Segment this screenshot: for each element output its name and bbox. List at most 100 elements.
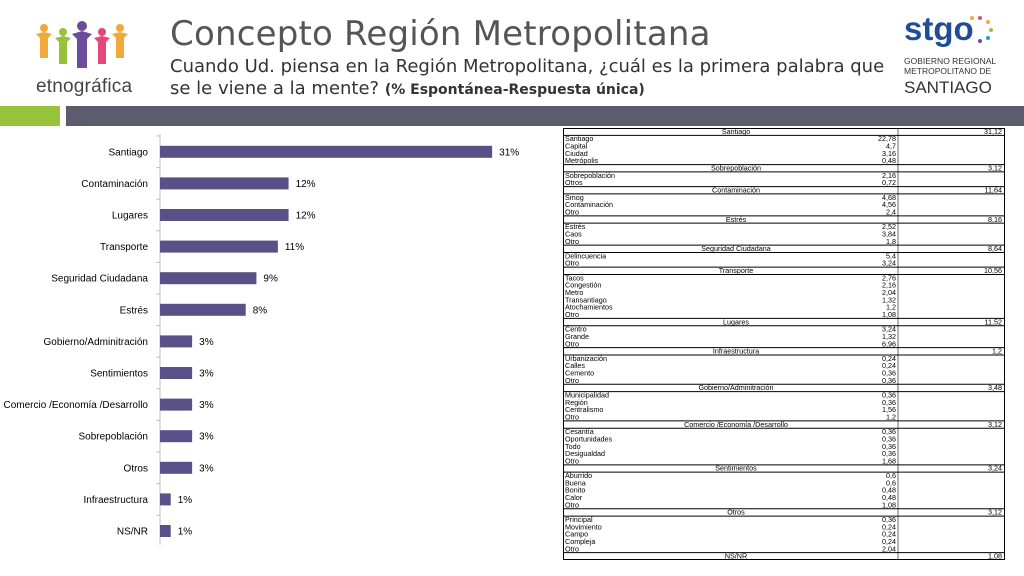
data-label: 3% bbox=[199, 463, 214, 474]
row-label: Otro bbox=[565, 310, 579, 319]
category-label: Contaminación bbox=[81, 179, 148, 190]
row-label: Campo bbox=[565, 530, 588, 539]
data-label: 3% bbox=[199, 369, 214, 380]
row-label: Metro bbox=[565, 288, 583, 297]
row-value: 0,36 bbox=[882, 391, 896, 400]
row-value: 4,7 bbox=[886, 142, 896, 151]
bar bbox=[160, 430, 193, 443]
accent-bar-gray bbox=[66, 106, 1024, 126]
detail-table: Santiago 31,12 Santiago 22,78 Capital 4,7 Ciud… bbox=[563, 128, 1005, 560]
row-label: Transantiago bbox=[565, 295, 607, 304]
bar bbox=[160, 525, 171, 537]
row-value: 22,78 bbox=[878, 134, 896, 143]
data-label: 3% bbox=[199, 432, 214, 443]
table-border bbox=[563, 128, 1005, 560]
people-figures-icon bbox=[36, 21, 128, 68]
row-label: Todo bbox=[565, 442, 581, 451]
row-value: 2,16 bbox=[882, 171, 896, 180]
row-value: 6,96 bbox=[882, 339, 896, 348]
row-value: 0,36 bbox=[882, 434, 896, 443]
data-label: 1% bbox=[178, 495, 193, 506]
row-value: 1,2 bbox=[886, 303, 896, 312]
row-label: Centralismo bbox=[565, 405, 603, 414]
row-value: 0,36 bbox=[882, 449, 896, 458]
row-value: 0,6 bbox=[886, 471, 896, 480]
bar bbox=[160, 335, 193, 348]
row-label: Capital bbox=[565, 142, 588, 151]
row-label: Desigualdad bbox=[565, 449, 605, 458]
row-label: Otro bbox=[565, 412, 579, 421]
bar bbox=[160, 461, 193, 474]
group-name: Infraestructura bbox=[713, 347, 759, 356]
category-label: Sentimientos bbox=[90, 369, 148, 380]
row-label: Sobrepoblación bbox=[565, 171, 615, 180]
data-label: 9% bbox=[263, 274, 278, 285]
category-label: Seguridad Ciudadana bbox=[51, 274, 148, 285]
row-label: Oportunidades bbox=[565, 434, 613, 443]
group-total: 11,52 bbox=[985, 317, 1002, 326]
row-label: Metrópolis bbox=[565, 156, 599, 165]
row-label: Delincuencia bbox=[565, 251, 606, 260]
group-total: 31,12 bbox=[984, 128, 1002, 136]
row-value: 0,24 bbox=[882, 361, 896, 370]
row-label: Cesantía bbox=[565, 427, 594, 436]
row-value: 0,24 bbox=[882, 530, 896, 539]
row-value: 1,08 bbox=[882, 310, 896, 319]
row-label: Calles bbox=[565, 361, 585, 370]
group-name: Seguridad Ciudadana bbox=[701, 244, 771, 253]
group-total: 11,64 bbox=[985, 185, 1002, 194]
group-name: Lugares bbox=[723, 317, 749, 326]
row-label: Compleja bbox=[565, 537, 595, 546]
row-label: Bonito bbox=[565, 486, 585, 495]
row-value: 2,16 bbox=[882, 281, 896, 290]
row-value: 0,36 bbox=[882, 427, 896, 436]
row-label: Movimiento bbox=[565, 522, 602, 531]
row-label: Ciudad bbox=[565, 149, 588, 158]
group-name: Sentimientos bbox=[715, 464, 757, 473]
row-label: Otro bbox=[565, 339, 579, 348]
row-label: Urbanización bbox=[565, 354, 607, 363]
page-title: Concepto Región Metropolitana bbox=[170, 14, 711, 54]
bar bbox=[160, 272, 257, 285]
row-label: Contaminación bbox=[565, 200, 613, 209]
row-label: Congestión bbox=[565, 281, 601, 290]
row-value: 4,56 bbox=[882, 200, 896, 209]
row-value: 0,48 bbox=[882, 156, 896, 165]
row-label: Cemento bbox=[565, 369, 594, 378]
row-value: 0,24 bbox=[882, 354, 896, 363]
row-value: 0,24 bbox=[882, 537, 896, 546]
category-label: Infraestructura bbox=[84, 495, 149, 506]
bar bbox=[160, 209, 289, 221]
group-total: 1,08 bbox=[988, 552, 1002, 560]
row-value: 0,36 bbox=[882, 398, 896, 407]
category-label: Comercio /Economía /Desarrollo bbox=[4, 400, 149, 411]
data-label: 12% bbox=[296, 211, 316, 222]
row-label: Tacos bbox=[565, 273, 584, 282]
row-value: 2,76 bbox=[882, 273, 896, 282]
data-label: 3% bbox=[199, 337, 214, 348]
row-label: Principal bbox=[565, 515, 593, 524]
row-value: 0,36 bbox=[882, 376, 896, 385]
row-value: 0,48 bbox=[882, 493, 896, 502]
group-total: 10,56 bbox=[984, 266, 1002, 275]
data-label: 11% bbox=[285, 242, 304, 253]
row-value: 1,08 bbox=[882, 500, 896, 509]
group-total: 3,24 bbox=[988, 464, 1002, 473]
row-value: 3,24 bbox=[882, 325, 896, 334]
group-total: 3,48 bbox=[988, 383, 1002, 392]
group-name: Gobierno/Adminitración bbox=[698, 383, 773, 392]
row-value: 0,36 bbox=[882, 515, 896, 524]
bar bbox=[160, 303, 246, 316]
row-value: 2,04 bbox=[882, 288, 896, 297]
bar bbox=[160, 145, 493, 158]
row-label: Otro bbox=[565, 376, 579, 385]
data-label: 12% bbox=[296, 179, 316, 190]
row-value: 5,4 bbox=[886, 251, 896, 260]
row-label: Grande bbox=[565, 332, 589, 341]
bar-chart: Santiago 31% Contaminación 12% Lugares 12% Tra… bbox=[4, 134, 519, 545]
stgo-line1: GOBIERNO REGIONAL bbox=[904, 56, 996, 66]
row-label: Centro bbox=[565, 325, 587, 334]
group-total: 8,64 bbox=[988, 244, 1002, 253]
row-value: 0,36 bbox=[882, 442, 896, 451]
row-value: 1,32 bbox=[882, 295, 896, 304]
